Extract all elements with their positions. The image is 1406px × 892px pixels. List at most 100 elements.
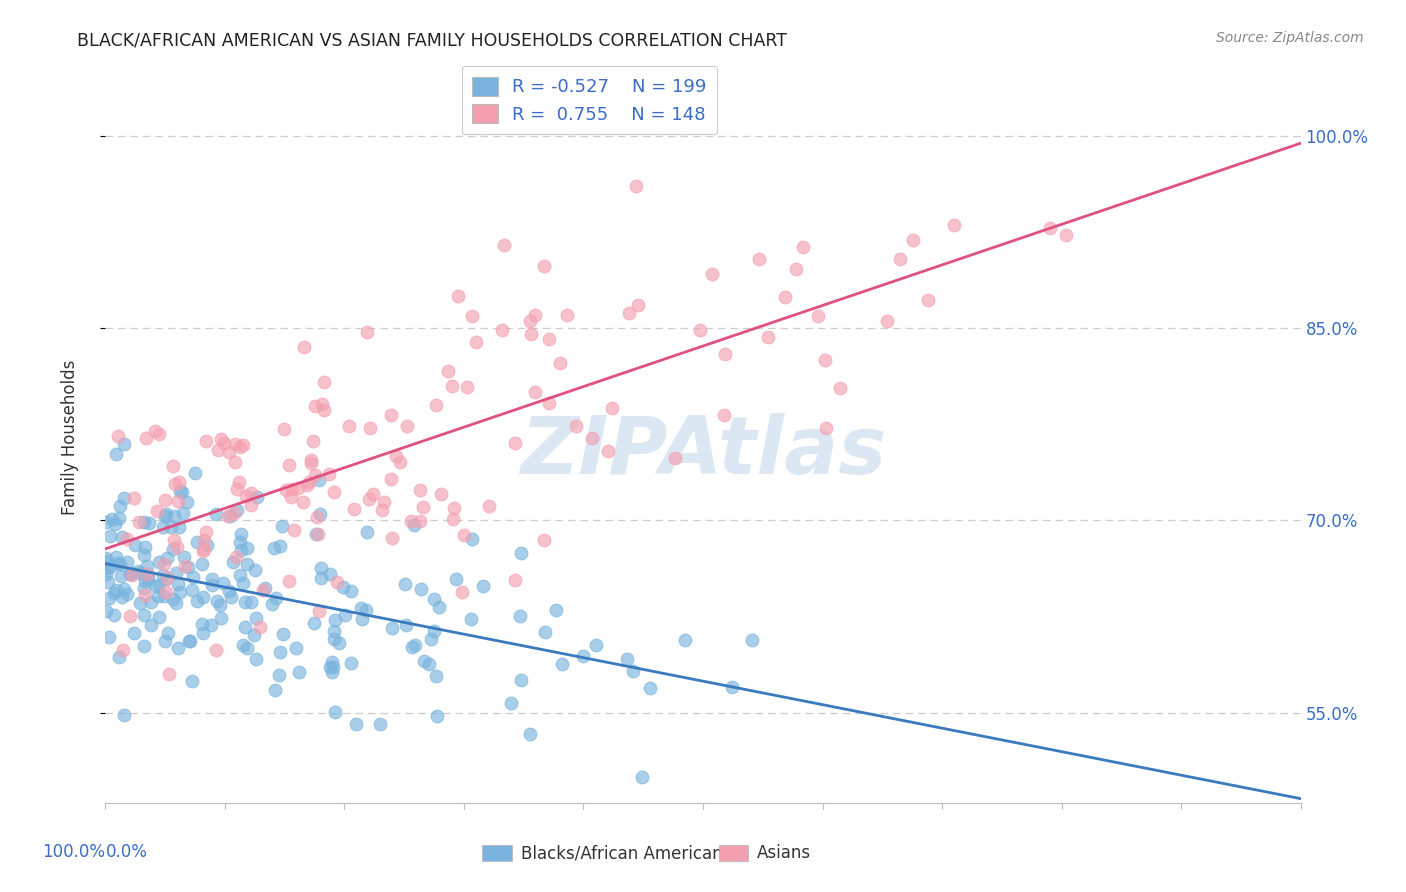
Point (155, 507, 177, 521)
Point (491, 323, 513, 337)
Point (311, 397, 333, 411)
Point (260, 597, 283, 611)
Point (321, 665, 343, 680)
Point (103, 586, 125, 600)
Point (354, 603, 377, 617)
Point (245, 652, 267, 666)
Point (98, 559, 121, 574)
Point (503, 436, 526, 450)
Point (96, 604, 118, 618)
Point (242, 628, 264, 642)
Point (298, 475, 321, 490)
Point (1039, 220, 1062, 235)
Point (395, 618, 418, 632)
Point (807, 309, 830, 323)
Point (357, 491, 380, 506)
Point (98, 591, 121, 605)
Point (224, 437, 246, 451)
Point (186, 594, 208, 608)
Point (401, 640, 423, 654)
Point (156, 626, 179, 640)
Y-axis label: Family Households: Family Households (60, 359, 79, 515)
Point (453, 528, 475, 542)
Point (195, 434, 218, 449)
Point (162, 542, 184, 557)
Point (209, 611, 232, 625)
FancyBboxPatch shape (482, 846, 512, 862)
Point (876, 313, 898, 327)
Point (209, 433, 232, 447)
Point (152, 520, 174, 534)
Point (626, 298, 648, 312)
Point (271, 518, 294, 533)
Point (205, 643, 228, 657)
Text: ZIPAtlas: ZIPAtlas (520, 413, 886, 491)
Point (551, 657, 574, 672)
Point (96, 560, 118, 574)
Point (163, 508, 186, 523)
Point (534, 624, 557, 639)
Text: 0.0%: 0.0% (105, 843, 148, 861)
Point (136, 558, 159, 573)
Point (318, 467, 340, 481)
Point (533, 259, 555, 273)
Point (380, 621, 402, 635)
Point (471, 579, 494, 593)
Point (756, 329, 779, 343)
Point (129, 566, 152, 580)
Point (229, 534, 252, 549)
Point (134, 574, 156, 588)
Point (214, 435, 236, 450)
Point (240, 498, 263, 512)
Point (337, 419, 360, 434)
Point (145, 579, 167, 593)
Point (148, 555, 170, 569)
Point (97, 575, 120, 590)
Point (103, 608, 125, 623)
FancyBboxPatch shape (718, 846, 748, 862)
Point (148, 426, 170, 441)
Point (218, 445, 240, 459)
Point (222, 506, 245, 520)
Point (155, 634, 177, 648)
Point (97, 630, 120, 644)
Point (96, 515, 118, 529)
Point (169, 475, 191, 490)
Point (269, 539, 291, 553)
Text: Asians: Asians (756, 844, 811, 863)
Point (297, 478, 319, 492)
Point (307, 526, 329, 541)
Point (236, 541, 259, 555)
Point (195, 538, 218, 552)
Point (124, 538, 146, 552)
Point (340, 584, 363, 599)
Point (689, 323, 711, 337)
Point (205, 507, 228, 521)
Point (162, 591, 184, 606)
Point (713, 408, 735, 422)
Point (134, 548, 156, 562)
Point (519, 727, 541, 741)
Point (319, 660, 342, 674)
Point (700, 267, 723, 281)
Point (153, 589, 176, 603)
Point (773, 291, 796, 305)
Point (499, 696, 522, 710)
Point (146, 504, 169, 518)
Point (598, 443, 620, 458)
Point (323, 613, 346, 627)
Point (195, 524, 218, 539)
Point (333, 607, 356, 622)
Point (181, 570, 204, 584)
Point (523, 308, 546, 322)
Point (169, 520, 191, 534)
Point (111, 530, 134, 544)
Point (721, 680, 744, 694)
Point (943, 218, 966, 232)
Point (413, 655, 436, 669)
Point (193, 542, 215, 557)
Point (243, 563, 266, 577)
Point (418, 657, 440, 672)
Point (308, 473, 330, 487)
Point (461, 309, 484, 323)
